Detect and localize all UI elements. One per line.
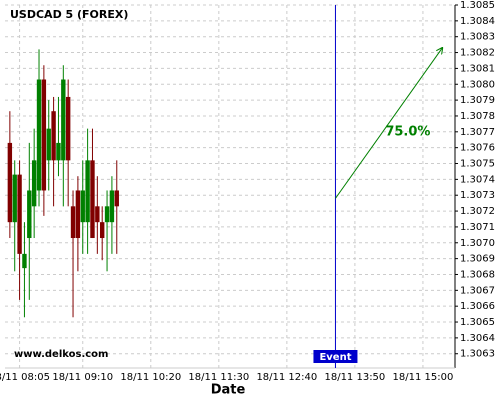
candle-body xyxy=(56,142,61,161)
candle-body xyxy=(95,206,100,223)
x-tick-label: 18/11 10:20 xyxy=(120,372,181,383)
candle-body xyxy=(109,190,115,223)
y-tick-label: 1.3074 xyxy=(460,174,495,185)
candle-body xyxy=(99,222,105,239)
candle-body xyxy=(31,160,37,207)
candle-body xyxy=(70,206,76,239)
x-tick-label: 18/11 12:40 xyxy=(256,372,317,383)
arrow-label: 75.0% xyxy=(385,125,430,140)
candle-body xyxy=(7,142,13,223)
x-tick-label: 18/11 11:30 xyxy=(188,372,249,383)
y-tick-label: 1.3084 xyxy=(460,16,495,27)
y-tick-label: 1.3085 xyxy=(460,0,495,11)
candle-body xyxy=(41,79,47,191)
y-tick-label: 1.3082 xyxy=(460,48,495,59)
event-label: Event xyxy=(319,352,351,363)
candle-body xyxy=(65,96,71,161)
y-tick-label: 1.3068 xyxy=(460,269,495,280)
arrow xyxy=(335,48,442,199)
y-tick-label: 1.3079 xyxy=(460,95,495,106)
chart-title: USDCAD 5 (FOREX) xyxy=(10,8,128,21)
candle-body xyxy=(46,128,51,161)
x-tick-label: 18/11 13:50 xyxy=(324,372,385,383)
candle-body xyxy=(17,174,22,254)
candle-body xyxy=(85,160,90,223)
y-tick-label: 1.3066 xyxy=(460,301,495,312)
y-tick-label: 1.3063 xyxy=(460,349,495,360)
y-tick-label: 1.3080 xyxy=(460,79,495,90)
candle-body xyxy=(27,190,32,239)
y-tick-label: 1.3070 xyxy=(460,238,495,249)
x-tick-label: 18/11 09:10 xyxy=(52,372,113,383)
candle-body xyxy=(22,253,27,269)
candle-body xyxy=(51,111,56,161)
y-tick-label: 1.3069 xyxy=(460,254,495,265)
candle-body xyxy=(114,190,119,207)
watermark: www.delkos.com xyxy=(14,349,108,360)
y-tick-label: 1.3065 xyxy=(460,317,495,328)
y-tick-label: 1.3081 xyxy=(460,63,495,74)
x-tick-label: 18/11 15:00 xyxy=(393,372,454,383)
y-tick-label: 1.3071 xyxy=(460,222,495,233)
x-axis-label: Date xyxy=(211,383,246,398)
y-tick-label: 1.3067 xyxy=(460,285,495,296)
x-tick-label: 18/11 08:05 xyxy=(0,372,50,383)
y-tick-label: 1.3077 xyxy=(460,127,495,138)
candle-body xyxy=(75,190,81,239)
y-tick-label: 1.3073 xyxy=(460,190,495,201)
candle-body xyxy=(80,190,85,223)
y-tick-label: 1.3072 xyxy=(460,206,495,217)
y-tick-label: 1.3076 xyxy=(460,143,495,154)
y-tick-label: 1.3064 xyxy=(460,333,495,344)
y-tick-label: 1.3078 xyxy=(460,111,495,122)
candle-body xyxy=(90,160,95,239)
candle-body xyxy=(36,79,42,191)
y-tick-label: 1.3083 xyxy=(460,32,495,43)
y-tick-label: 1.3075 xyxy=(460,159,495,170)
candle-body xyxy=(12,174,17,223)
event-box xyxy=(313,350,358,363)
candle-body xyxy=(61,79,66,161)
candle-body xyxy=(104,206,110,223)
